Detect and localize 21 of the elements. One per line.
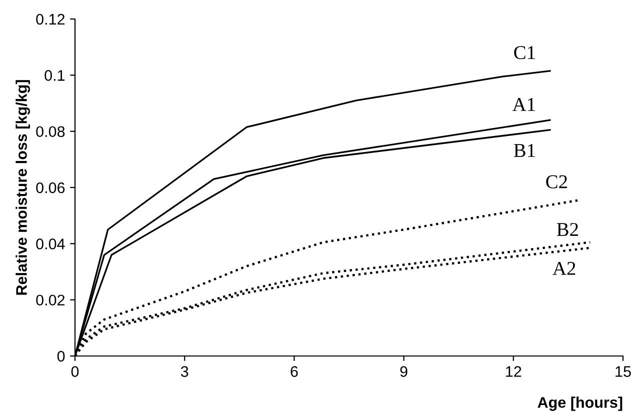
series-label: C1: [514, 46, 535, 60]
x-axis-title: Age [hours]: [538, 396, 622, 411]
x-tick-label: 12: [506, 366, 522, 377]
series-label: B1: [514, 144, 535, 157]
y-tick-label: 0.06: [36, 182, 65, 194]
series-label: B2: [556, 222, 578, 236]
y-tick-label: 0.1: [44, 70, 65, 81]
x-tick-label: 15: [616, 366, 631, 377]
series-label: A1: [512, 98, 535, 111]
y-tick-label: 0.12: [36, 14, 65, 25]
y-tick-label: 0.08: [36, 126, 65, 138]
y-tick-label: 0: [57, 350, 65, 362]
x-tick-label: 0: [71, 366, 79, 377]
x-tick-label: 9: [400, 366, 408, 377]
y-tick-label: 0.02: [36, 294, 65, 306]
y-axis-title: Relative moisture loss [kg/kg]: [16, 80, 30, 295]
series-label: A2: [552, 262, 576, 275]
y-tick-label: 0.04: [36, 238, 65, 250]
x-tick-label: 3: [180, 366, 188, 377]
series-label: C2: [546, 175, 567, 188]
x-tick-label: 6: [290, 366, 298, 377]
